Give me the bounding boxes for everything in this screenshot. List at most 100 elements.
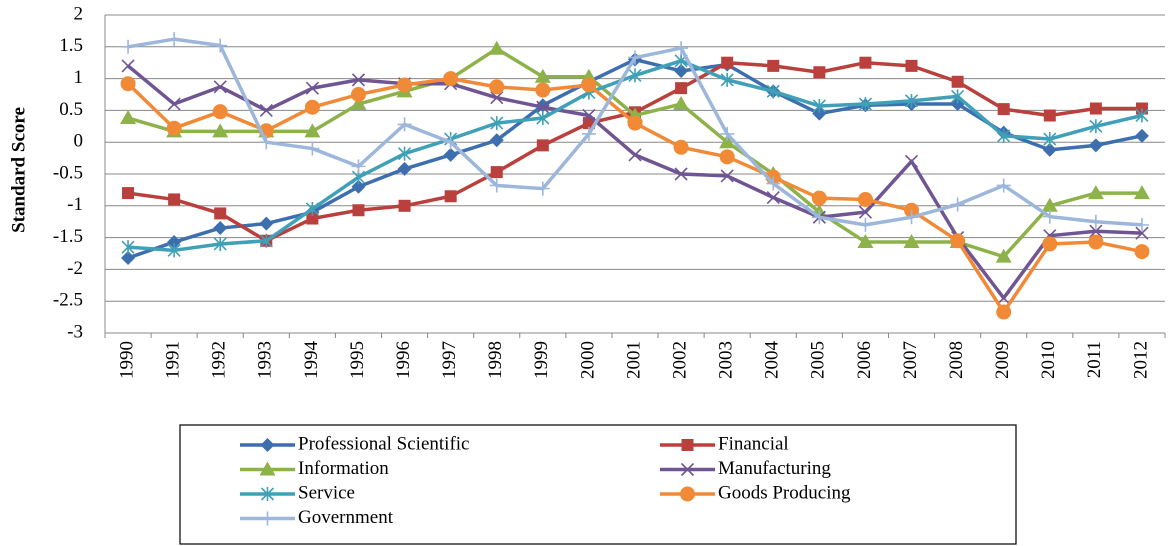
marker: [305, 201, 319, 216]
marker: [582, 108, 596, 123]
legend-label: Government: [298, 507, 394, 528]
marker: [628, 148, 642, 162]
x-tick-label: 2003: [716, 341, 737, 379]
x-tick-label: 1993: [255, 341, 276, 379]
marker: [811, 190, 827, 206]
x-tick-label: 2010: [1038, 341, 1059, 379]
marker: [1089, 119, 1103, 134]
marker: [1043, 132, 1057, 147]
marker: [305, 81, 319, 95]
marker: [121, 39, 136, 54]
marker: [1135, 226, 1149, 240]
marker: [904, 154, 919, 168]
marker: [997, 128, 1011, 143]
marker: [397, 146, 412, 161]
marker: [674, 63, 689, 78]
marker: [304, 99, 320, 115]
marker: [443, 147, 458, 162]
marker: [719, 149, 735, 165]
marker: [304, 123, 321, 138]
marker: [767, 59, 780, 72]
marker: [1088, 138, 1103, 153]
marker: [719, 134, 736, 149]
x-tick-label: 2006: [854, 341, 875, 379]
x-tick-label: 1991: [162, 341, 183, 379]
x-tick-label: 2000: [577, 341, 598, 379]
y-tick-label: -1: [67, 194, 83, 215]
marker: [443, 135, 458, 150]
marker: [951, 75, 964, 88]
marker: [1088, 234, 1104, 250]
marker: [166, 120, 182, 136]
marker: [120, 76, 136, 92]
legend-label: Information: [298, 458, 389, 479]
marker: [720, 169, 734, 183]
marker: [213, 236, 227, 251]
marker: [681, 439, 694, 451]
marker: [721, 56, 734, 69]
marker: [1087, 185, 1104, 200]
marker: [1088, 214, 1103, 229]
marker: [903, 234, 920, 249]
x-tick-label: 2009: [992, 341, 1013, 379]
legend-label: Service: [298, 482, 355, 503]
marker: [306, 212, 319, 225]
marker: [813, 66, 826, 79]
marker: [351, 159, 366, 174]
x-tick-label: 2007: [900, 341, 921, 379]
marker: [168, 193, 181, 206]
marker: [443, 71, 459, 87]
marker: [1134, 217, 1149, 232]
marker: [720, 72, 734, 87]
x-tick-label: 1997: [439, 341, 460, 379]
x-tick-label: 2011: [1084, 341, 1105, 378]
marker: [259, 216, 274, 231]
marker: [904, 93, 919, 108]
marker: [214, 207, 227, 220]
marker: [259, 103, 273, 117]
marker: [488, 40, 505, 55]
marker: [628, 50, 642, 65]
marker: [305, 141, 320, 156]
marker: [1041, 197, 1058, 212]
marker: [213, 221, 228, 236]
marker: [951, 89, 965, 104]
marker: [534, 68, 551, 83]
marker: [1134, 128, 1149, 143]
marker: [857, 191, 873, 207]
x-tick-label: 2004: [762, 341, 783, 380]
marker: [167, 243, 181, 258]
x-tick-label: 2008: [946, 341, 967, 379]
marker: [1134, 244, 1150, 260]
x-tick-label: 1998: [485, 341, 506, 379]
marker: [212, 104, 228, 120]
marker: [260, 438, 275, 452]
marker: [490, 166, 503, 179]
x-tick-label: 1990: [116, 341, 137, 379]
y-tick-label: 1: [74, 67, 84, 88]
x-tick-label: 1996: [393, 341, 414, 379]
y-tick-label: 2: [74, 3, 84, 24]
y-tick-label: -2: [67, 258, 83, 279]
marker: [260, 487, 275, 501]
series-line: [127, 60, 1142, 243]
x-tick-label: 2002: [669, 341, 690, 379]
marker: [996, 304, 1012, 320]
marker: [352, 204, 365, 217]
marker: [444, 190, 457, 203]
marker: [167, 235, 182, 250]
marker: [950, 233, 966, 249]
marker: [812, 210, 827, 225]
legend-label: Manufacturing: [718, 458, 831, 479]
marker: [627, 115, 643, 131]
marker: [680, 486, 695, 502]
x-tick-label: 2012: [1130, 341, 1151, 379]
y-tick-label: 0: [74, 131, 84, 152]
marker: [673, 139, 689, 155]
marker: [351, 73, 366, 87]
marker: [212, 123, 229, 138]
marker: [121, 250, 136, 265]
marker: [350, 87, 366, 102]
marker: [1043, 109, 1056, 122]
